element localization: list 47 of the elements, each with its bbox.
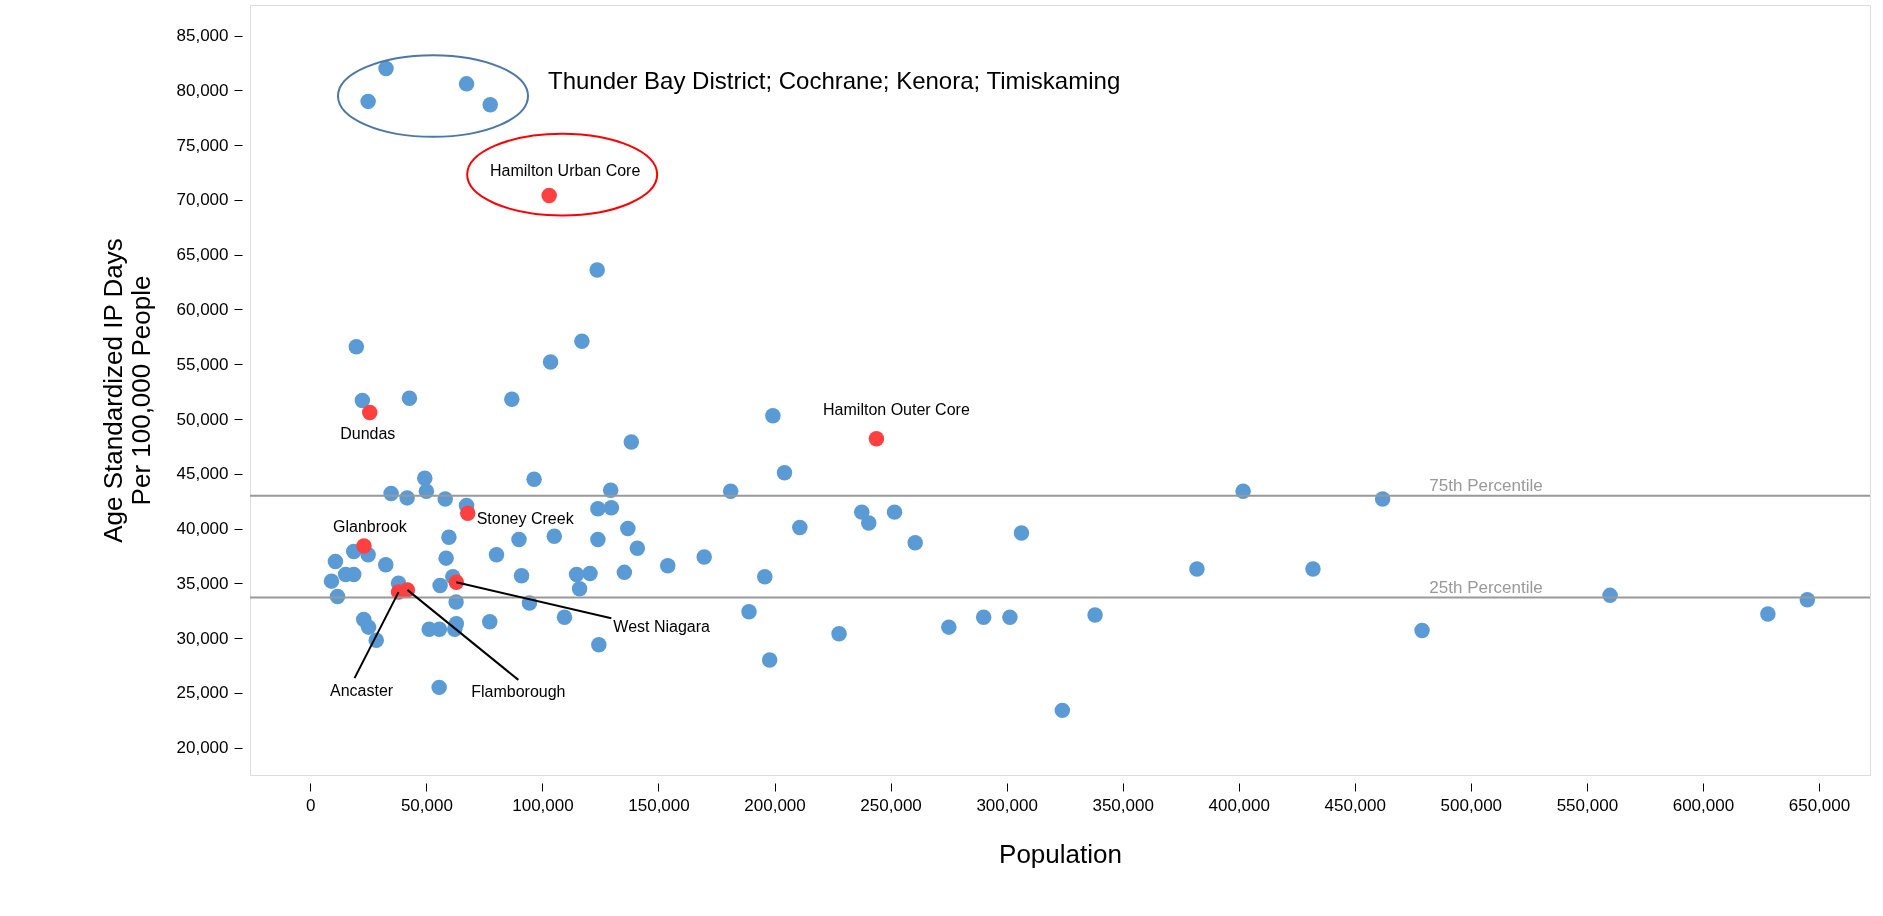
annotation: West Niagara: [613, 618, 711, 636]
x-tick-label: 250,000: [860, 795, 922, 815]
ref-line-label: 25th Percentile: [1429, 577, 1543, 597]
y-tick-label: 75,000: [176, 135, 229, 155]
annotation: Hamilton Outer Core: [823, 400, 970, 418]
y-tick-label: 20,000: [176, 738, 229, 758]
x-tick-label: 600,000: [1672, 795, 1735, 815]
y-tick-label: 25,000: [176, 683, 229, 703]
x-tick-label: 650,000: [1788, 795, 1851, 815]
annotation: Glanbrook: [333, 518, 408, 536]
point: [362, 404, 378, 421]
x-tick-label: 350,000: [1092, 795, 1154, 815]
point: [399, 582, 416, 598]
x-tick-label: 450,000: [1324, 795, 1386, 815]
y-tick-label: 50,000: [176, 409, 229, 429]
x-tick-label: 100,000: [512, 795, 574, 815]
y-tick-label: 35,000: [176, 573, 229, 593]
point: [459, 505, 476, 521]
y-tick-label: 55,000: [176, 354, 229, 374]
annotation: Thunder Bay District; Cochrane; Kenora; Timiskaming: [548, 67, 1121, 94]
x-tick-label: 50,000: [400, 795, 453, 815]
annotation: Stoney Creek: [476, 510, 575, 528]
y-axis-title: Age Standardized IP Days Per 100,000 People: [97, 238, 156, 543]
ref-line-label: 75th Percentile: [1429, 475, 1543, 495]
y-tick-label: 85,000: [176, 26, 229, 46]
x-tick-label: 550,000: [1556, 795, 1619, 815]
x-tick-label: 200,000: [744, 795, 806, 815]
x-tick-label: 500,000: [1440, 795, 1503, 815]
x-tick-label: 400,000: [1208, 795, 1270, 815]
point: [356, 538, 372, 554]
point: [541, 187, 557, 204]
y-tick-label: 40,000: [176, 519, 229, 539]
y-tick-label: 65,000: [176, 245, 229, 265]
annotation: Ancaster: [329, 682, 394, 700]
x-axis-title: Population: [999, 838, 1122, 869]
annotation: Hamilton Urban Core: [490, 161, 641, 179]
x-tick-label: 300,000: [976, 795, 1038, 815]
x-tick-label: 150,000: [628, 795, 690, 815]
y-tick-label: 30,000: [176, 628, 229, 648]
y-tick-label: 60,000: [176, 300, 229, 319]
y-tick-label: 80,000: [176, 80, 229, 100]
annotation: Flamborough: [471, 682, 566, 700]
y-tick-label: 70,000: [176, 190, 229, 210]
y-tick-label: 45,000: [176, 464, 229, 484]
x-tick-label: 0: [306, 795, 316, 815]
annotation: Dundas: [340, 425, 396, 443]
point: [868, 431, 885, 447]
